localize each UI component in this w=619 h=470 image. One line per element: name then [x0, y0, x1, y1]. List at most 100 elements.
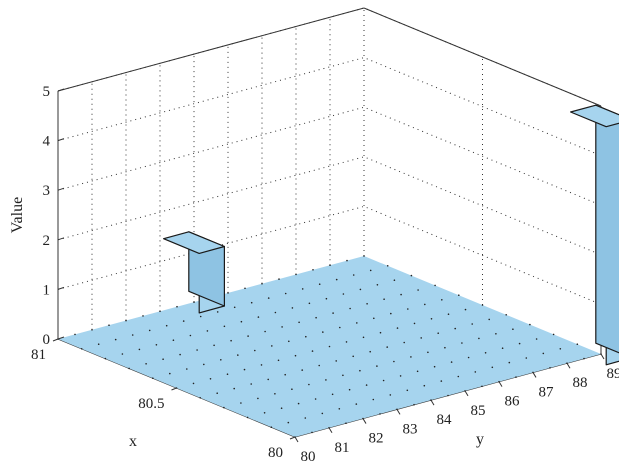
floor-dot: [114, 338, 117, 341]
floor-dot: [471, 323, 474, 325]
floor-dot: [434, 284, 436, 287]
floor-dot: [216, 311, 219, 313]
floor-dot: [458, 294, 460, 297]
grid-line: [57, 7, 602, 107]
floor-dot: [379, 331, 382, 334]
floor-dot: [138, 348, 141, 351]
floor-dot: [80, 348, 83, 350]
floor-dot: [223, 325, 226, 328]
floor-dot: [363, 255, 365, 257]
floor-dot: [284, 292, 287, 295]
y-tick-mark: [430, 399, 435, 406]
floor-dot: [74, 333, 76, 336]
floor-dot: [199, 315, 202, 318]
grid-line: [57, 205, 602, 305]
floor-dot: [104, 357, 107, 360]
floor-dot: [450, 361, 453, 363]
floor-dot: [240, 402, 242, 404]
floor-dot: [386, 265, 389, 267]
x-tick-mark: [52, 338, 59, 342]
floor-dot: [559, 348, 562, 350]
floor-dot: [576, 343, 579, 346]
floor-dot: [529, 323, 531, 326]
axis-edge: [363, 7, 602, 107]
x-axis-label: x: [129, 433, 137, 450]
floor-dot: [263, 412, 266, 414]
z-tick-label: 0: [43, 332, 51, 348]
floor-dot: [447, 394, 449, 397]
floor-dot: [250, 301, 253, 304]
floor-dot: [298, 321, 300, 324]
bar-side-face: [595, 104, 619, 354]
floor-dot: [348, 388, 351, 391]
y-tick-label: 82: [369, 431, 384, 447]
floor-dot: [142, 315, 144, 317]
floor-dot: [464, 308, 467, 311]
y-tick-label: 89: [607, 366, 619, 382]
floor-dot: [383, 298, 385, 301]
floor-dot: [549, 367, 551, 369]
floor-dot: [390, 312, 392, 315]
floor-dot: [301, 369, 304, 371]
floor-dot: [407, 308, 409, 310]
floor-dot: [176, 305, 178, 308]
floor-dot: [246, 416, 249, 419]
floor-dot: [291, 307, 294, 309]
floor-dot: [155, 344, 158, 346]
floor-dot: [277, 359, 280, 362]
floor-dot: [386, 346, 389, 348]
floor-dot: [512, 328, 514, 331]
floor-dot: [199, 397, 201, 399]
grid-line: [57, 106, 602, 206]
floor-dot: [287, 421, 290, 424]
floor-dot: [325, 297, 328, 300]
floor-dot: [417, 289, 419, 291]
floor-dot: [162, 358, 164, 361]
floor-dot: [491, 366, 494, 369]
floor-dot: [209, 378, 212, 380]
floor-dot: [481, 304, 484, 306]
floor-dot: [216, 392, 218, 395]
floor-dot: [294, 354, 297, 357]
y-tick-label: 88: [573, 375, 588, 391]
y-tick-mark: [464, 390, 469, 397]
floor-dot: [257, 397, 259, 400]
floor-dot: [165, 324, 168, 327]
y-tick-mark: [566, 362, 571, 369]
floor-dot: [447, 313, 450, 316]
floor-dot: [474, 371, 477, 373]
floor-dot: [437, 332, 440, 335]
floor-dot: [342, 293, 345, 295]
floor-dot: [240, 320, 243, 323]
floor-dot: [250, 383, 252, 385]
z-tick-label: 3: [43, 183, 51, 199]
floor-dot: [406, 389, 409, 392]
floor-dot: [311, 431, 313, 434]
floor-dot: [145, 363, 147, 365]
floor-dot: [355, 403, 358, 405]
floor-dot: [196, 349, 198, 351]
y-tick-mark: [498, 381, 503, 387]
floor-dot: [339, 326, 341, 329]
floor-dot: [345, 341, 348, 343]
floor-dot: [433, 365, 436, 368]
grid-line: [57, 156, 602, 256]
x-tick-label: 80: [268, 445, 283, 461]
floor-dot: [441, 299, 443, 301]
floor-dot: [182, 320, 185, 322]
floor-dot: [247, 335, 249, 337]
floor-dot: [393, 279, 396, 282]
floor-dot: [288, 340, 290, 343]
floor-dot: [484, 352, 487, 354]
floor-dot: [400, 293, 402, 296]
floor-dot: [281, 326, 283, 328]
bar-3d: [163, 231, 225, 314]
floor-dot: [301, 288, 304, 290]
y-tick-mark: [532, 372, 537, 378]
floor-dot: [312, 269, 314, 271]
y-tick-label: 87: [539, 384, 555, 400]
floor-dot: [356, 322, 358, 324]
floor-dot: [91, 329, 93, 331]
y-tick-label: 85: [471, 403, 486, 419]
floor-dot: [342, 374, 344, 377]
